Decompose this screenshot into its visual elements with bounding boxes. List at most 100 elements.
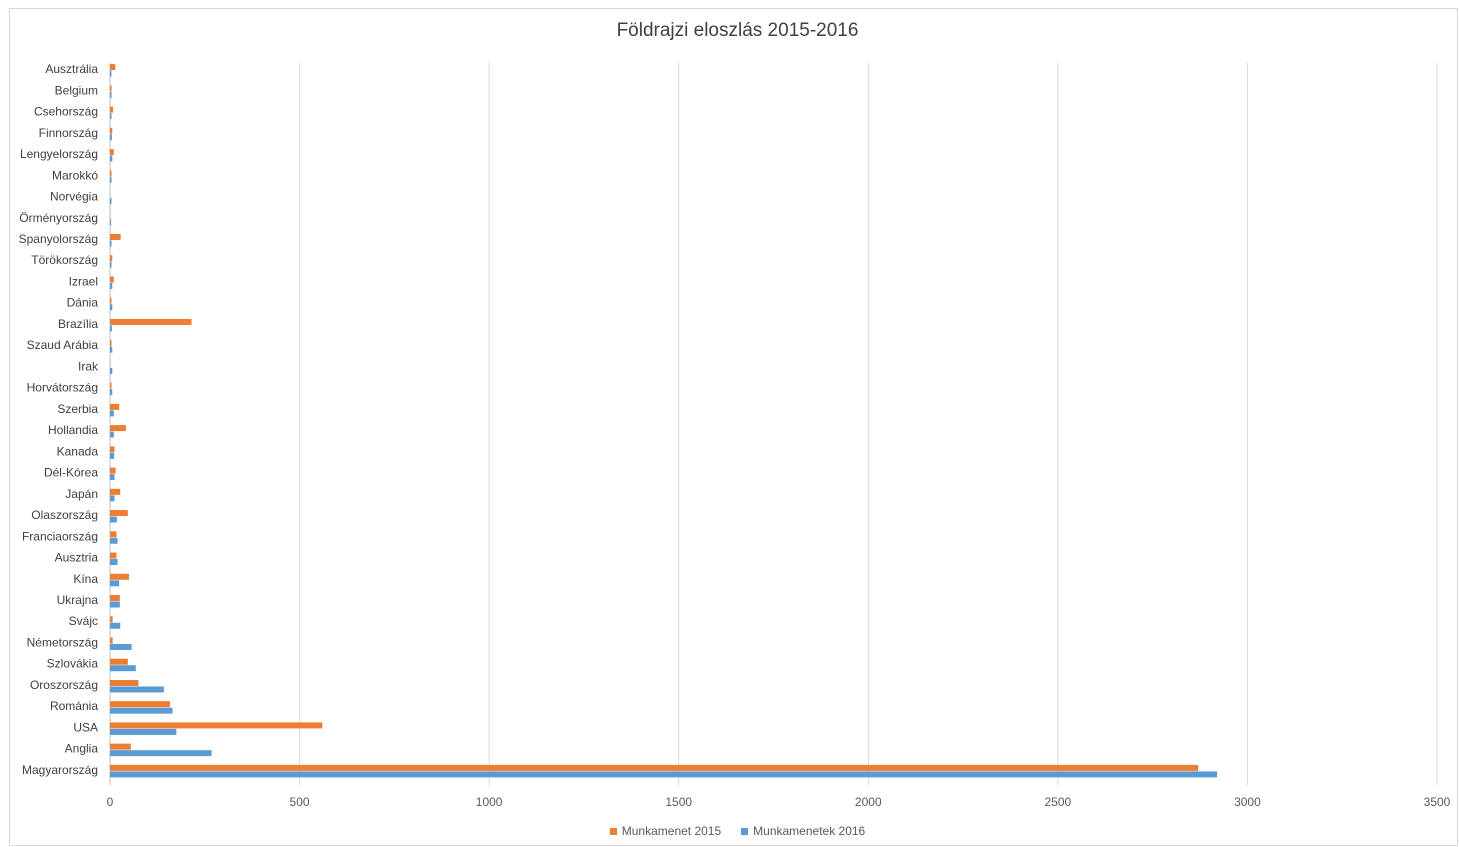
bar-2016 — [110, 91, 112, 98]
bar-2015 — [110, 637, 113, 644]
category-label: Belgium — [55, 83, 98, 97]
legend-swatch-2016 — [741, 827, 749, 835]
bar-2015 — [110, 170, 112, 177]
bar-2015 — [110, 276, 114, 283]
bar-2016 — [110, 474, 115, 481]
category-label: Ausztria — [55, 551, 99, 565]
bar-2016 — [110, 495, 115, 502]
bar-2015 — [110, 149, 114, 156]
bar-2016 — [110, 601, 120, 608]
x-tick-label: 1500 — [665, 795, 692, 809]
bar-2016 — [110, 686, 164, 693]
bar-2016 — [110, 707, 173, 714]
category-label: Magyarország — [22, 763, 98, 777]
category-label: Szlovákia — [47, 657, 99, 671]
bar-2016 — [110, 219, 112, 226]
bar-2015 — [110, 127, 113, 134]
bar-2016 — [110, 771, 1218, 778]
bar-2015 — [110, 318, 192, 325]
category-label: Lengyelország — [20, 147, 98, 161]
category-label: Irak — [78, 359, 99, 373]
bar-2016 — [110, 580, 120, 587]
bar-2015 — [110, 425, 126, 432]
category-label: Románia — [50, 699, 98, 713]
category-label: Törökország — [31, 253, 98, 267]
bar-2016 — [110, 282, 113, 289]
category-label: Ukrajna — [57, 593, 99, 607]
bar-2015 — [110, 85, 112, 92]
bar-2015 — [110, 764, 1199, 771]
bar-2015 — [110, 722, 323, 729]
category-label: Japán — [65, 487, 98, 501]
bar-2016 — [110, 537, 118, 544]
bar-2015 — [110, 403, 120, 410]
category-label: Norvégia — [50, 190, 98, 204]
chart-frame — [9, 8, 1458, 846]
category-label: Franciaország — [22, 529, 98, 543]
category-label: Horvátország — [27, 381, 98, 395]
category-label: Örményország — [19, 211, 98, 225]
category-label: Szaud Arábia — [27, 338, 99, 352]
bar-2016 — [110, 70, 112, 77]
legend-label-2015: Munkamenet 2015 — [621, 824, 722, 838]
bar-2015 — [110, 510, 128, 517]
bar-2016 — [110, 113, 112, 120]
category-label: Csehország — [34, 105, 98, 119]
bar-2016 — [110, 431, 114, 438]
bar-2016 — [110, 176, 112, 183]
category-label: USA — [73, 720, 98, 734]
x-tick-label: 500 — [290, 795, 310, 809]
chart-title: Földrajzi eloszlás 2015-2016 — [616, 20, 859, 41]
category-label: Hollandia — [48, 423, 98, 437]
bar-2015 — [110, 616, 113, 623]
bar-2015 — [110, 743, 131, 750]
bar-2015 — [110, 679, 139, 686]
category-label: Szerbia — [57, 402, 98, 416]
category-label: Németország — [27, 635, 98, 649]
category-label: Kína — [73, 572, 98, 586]
bar-2016 — [110, 240, 112, 247]
legend-swatch-2015 — [609, 827, 617, 835]
x-tick-label: 3500 — [1424, 795, 1451, 809]
category-label: Dél-Kórea — [44, 466, 98, 480]
legend-label-2016: Munkamenetek 2016 — [753, 824, 866, 838]
bar-2016 — [110, 346, 113, 353]
bar-2016 — [110, 134, 112, 141]
category-label: Oroszország — [30, 678, 98, 692]
bar-2016 — [110, 452, 115, 459]
category-label: Spanyolország — [19, 232, 98, 246]
bar-2016 — [110, 367, 113, 374]
bar-2016 — [110, 559, 118, 566]
bar-2016 — [110, 665, 136, 672]
bar-2015 — [110, 64, 116, 71]
bar-2015 — [110, 488, 121, 495]
legend-item-2016[interactable]: Munkamenetek 2016 — [741, 824, 865, 838]
bar-2015 — [110, 234, 121, 240]
bar-2015 — [110, 467, 116, 474]
x-tick-label: 0 — [107, 795, 114, 809]
bar-2016 — [110, 304, 113, 311]
category-label: Marokkó — [52, 168, 98, 182]
bar-2015 — [110, 446, 115, 453]
x-tick-label: 2000 — [855, 795, 882, 809]
bar-2016 — [110, 325, 112, 332]
bar-2015 — [110, 658, 128, 665]
bar-2015 — [110, 297, 112, 304]
bar-2015 — [110, 106, 114, 113]
x-tick-label: 2500 — [1045, 795, 1072, 809]
category-label: Izrael — [69, 274, 98, 288]
chart-legend: Munkamenet 2015 Munkamenetek 2016 — [0, 824, 1459, 838]
bar-2015 — [110, 701, 170, 708]
legend-item-2015[interactable]: Munkamenet 2015 — [609, 824, 722, 838]
bar-2016 — [110, 410, 114, 417]
bar-2016 — [110, 728, 177, 735]
bar-2015 — [110, 382, 112, 389]
category-label: Dánia — [67, 296, 99, 310]
bar-2016 — [110, 155, 113, 162]
bar-2016 — [110, 643, 132, 650]
bar-2015 — [110, 340, 112, 347]
x-tick-label: 1000 — [476, 795, 503, 809]
category-label: Olaszország — [31, 508, 98, 522]
category-label: Kanada — [57, 444, 99, 458]
